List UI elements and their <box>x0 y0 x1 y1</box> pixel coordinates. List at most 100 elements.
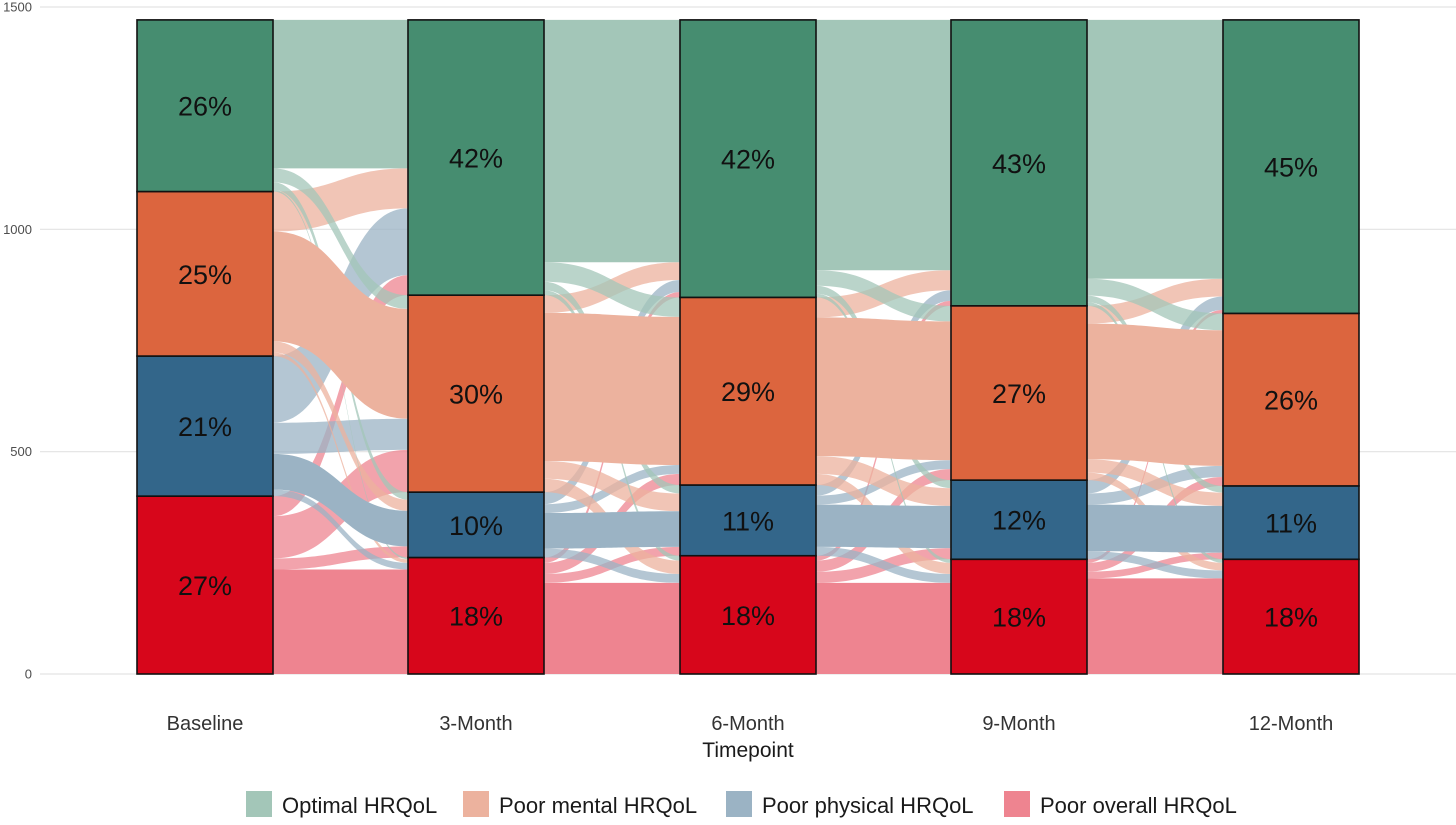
flow-ribbon <box>1087 19 1223 279</box>
percent-label: 27% <box>992 379 1046 409</box>
flow-ribbon <box>1087 278 1223 331</box>
flow-ribbon <box>544 312 680 466</box>
x-tick-label: 3-Month <box>439 713 512 735</box>
flow-ribbon <box>544 582 680 674</box>
flow-ribbon <box>273 168 408 309</box>
bar-segment-optimal <box>136 19 274 193</box>
x-axis-title: Timepoint <box>702 739 794 762</box>
percent-label: 43% <box>992 149 1046 179</box>
percent-label: 25% <box>178 260 232 290</box>
percent-label: 18% <box>721 601 775 631</box>
bar-segment-overall <box>136 495 274 675</box>
flow-ribbon <box>816 317 951 461</box>
bar-segment-overall <box>950 558 1088 675</box>
flow-ribbon <box>816 456 951 506</box>
percent-label: 11% <box>722 506 774 536</box>
bar-segment-mental <box>679 296 817 486</box>
percent-label: 27% <box>178 571 232 601</box>
percent-label: 11% <box>1265 509 1317 539</box>
flow-ribbon <box>273 352 408 563</box>
bar-segment-mental <box>407 294 545 493</box>
x-tick-label: 6-Month <box>711 713 784 735</box>
flow-ribbon <box>544 461 680 512</box>
bar-segment-physical <box>1222 485 1360 561</box>
y-tick-label: 0 <box>25 667 32 682</box>
y-tick-label: 1000 <box>3 222 32 237</box>
flow-ribbon <box>816 270 951 322</box>
flow-ribbon <box>544 19 680 263</box>
flow-ribbon <box>273 418 408 454</box>
legend: Optimal HRQoL Poor mental HRQoL Poor physi… <box>246 791 1237 818</box>
flow-ribbon <box>1087 578 1223 674</box>
flow-ribbon <box>816 582 951 674</box>
flow-ribbon <box>544 262 680 317</box>
bar-segment-physical <box>407 491 545 559</box>
y-tick-label: 1500 <box>3 0 32 15</box>
legend-item-mental: Poor mental HRQoL <box>463 791 697 818</box>
bar-segment-optimal <box>950 19 1088 307</box>
bar-segment-mental <box>950 305 1088 481</box>
flow-ribbon <box>273 569 408 674</box>
legend-swatch <box>463 791 489 817</box>
bar-segment-optimal <box>1222 19 1360 315</box>
bar-segment-physical <box>136 355 274 497</box>
percent-label: 18% <box>992 603 1046 633</box>
flow-ribbons <box>273 19 1223 674</box>
flow-ribbon <box>816 19 951 271</box>
flow-ribbon <box>273 231 408 419</box>
flow-ribbon <box>1087 551 1223 579</box>
bar-segment-overall <box>1222 558 1360 675</box>
percent-labels: 27% 21% 25% 26% 18% 10% 30% 42% 18% 11% 29% 42% 18% 1… <box>178 92 1318 633</box>
bar-segment-physical <box>950 479 1088 561</box>
flow-ribbon <box>544 548 680 583</box>
legend-label: Poor overall HRQoL <box>1040 793 1237 818</box>
percent-label: 26% <box>178 92 232 122</box>
x-tick-label: Baseline <box>167 713 244 735</box>
percent-label: 45% <box>1264 153 1318 183</box>
flow-ribbon <box>816 546 951 583</box>
bar-segment-physical <box>679 484 817 557</box>
flow-ribbon <box>816 504 951 549</box>
stacked-bars <box>136 19 1360 675</box>
percent-label: 21% <box>178 412 232 442</box>
percent-label: 29% <box>721 377 775 407</box>
percent-label: 42% <box>449 144 503 174</box>
x-axis-ticks: Baseline 3-Month 6-Month 9-Month 12-Month <box>167 713 1334 735</box>
bar-segment-mental <box>136 190 274 357</box>
y-tick-label: 500 <box>10 444 32 459</box>
legend-label: Optimal HRQoL <box>282 793 437 818</box>
y-axis-ticks: 0 500 1000 1500 <box>3 0 32 682</box>
x-tick-label: 9-Month <box>982 713 1055 735</box>
legend-item-optimal: Optimal HRQoL <box>246 791 437 818</box>
flow-ribbon <box>1087 504 1223 553</box>
bar-segment-optimal <box>407 19 545 296</box>
percent-label: 42% <box>721 145 775 175</box>
percent-label: 26% <box>1264 386 1318 416</box>
legend-label: Poor physical HRQoL <box>762 793 974 818</box>
flow-ribbon <box>273 489 408 570</box>
percent-label: 12% <box>992 506 1046 536</box>
legend-label: Poor mental HRQoL <box>499 793 697 818</box>
flow-ribbon <box>273 275 408 517</box>
flow-ribbon <box>1087 459 1223 506</box>
flow-ribbon <box>544 511 680 549</box>
legend-item-physical: Poor physical HRQoL <box>726 791 974 818</box>
legend-item-overall: Poor overall HRQoL <box>1004 791 1237 818</box>
percent-label: 18% <box>1264 603 1318 633</box>
flow-ribbon <box>273 546 408 570</box>
legend-swatch <box>726 791 752 817</box>
percent-label: 10% <box>449 511 503 541</box>
flow-ribbon <box>273 341 408 511</box>
flow-ribbon <box>1087 323 1223 466</box>
flow-ribbon <box>273 453 408 547</box>
bar-segment-mental <box>1222 312 1360 487</box>
bar-segment-optimal <box>679 19 817 299</box>
percent-label: 18% <box>449 602 503 632</box>
bar-segment-overall <box>679 554 817 675</box>
legend-swatch <box>246 791 272 817</box>
legend-swatch <box>1004 791 1030 817</box>
percent-label: 30% <box>449 380 503 410</box>
x-tick-label: 12-Month <box>1249 713 1334 735</box>
